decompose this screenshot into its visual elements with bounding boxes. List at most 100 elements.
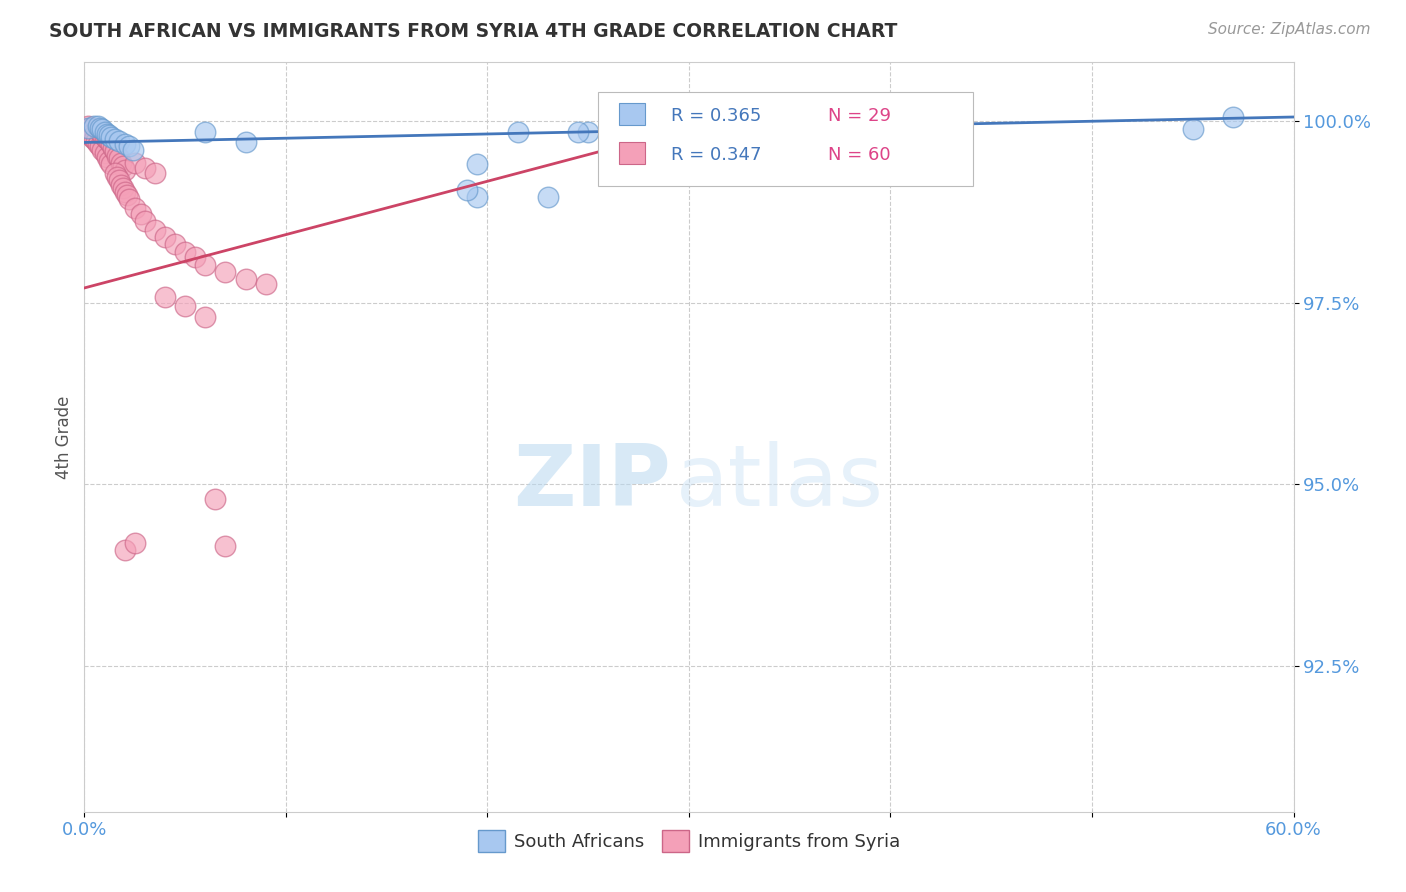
Point (104, 144, 127, 158)
Point (194, 310, 217, 324)
Point (87, 120, 110, 134)
Point (93, 129, 115, 144)
Point (129, 207, 152, 221)
Point (110, 178, 132, 192)
Point (124, 535, 146, 549)
Point (100, 157, 122, 171)
Point (576, 124, 599, 138)
Point (124, 156, 146, 170)
Point (79, 120, 101, 135)
Point (87, 136, 110, 151)
Point (174, 299, 197, 313)
Point (105, 148, 128, 162)
Point (467, 190, 489, 204)
Point (718, 128, 741, 143)
Point (89, 139, 111, 153)
Point (830, 124, 852, 138)
Point (194, 124, 217, 138)
Point (96, 127, 118, 141)
Point (114, 163, 136, 178)
Point (87, 122, 110, 136)
Point (124, 201, 146, 215)
Text: N = 60: N = 60 (828, 145, 890, 163)
Point (134, 161, 156, 175)
Text: atlas: atlas (676, 441, 883, 524)
Point (1222, 110, 1244, 124)
Point (97, 153, 120, 168)
Point (91, 143, 114, 157)
Point (82, 129, 104, 144)
Point (114, 542, 136, 557)
Point (104, 166, 127, 180)
Point (100, 129, 122, 144)
Point (1181, 122, 1204, 136)
Point (134, 214, 156, 228)
Point (104, 132, 127, 146)
Point (97, 128, 120, 143)
Point (114, 185, 136, 199)
Point (859, 120, 882, 135)
Point (204, 491, 226, 506)
Text: R = 0.347: R = 0.347 (671, 145, 761, 163)
Bar (619, 103, 645, 125)
Point (214, 265, 236, 279)
Point (114, 136, 136, 151)
Point (184, 251, 207, 265)
Point (165, 237, 187, 252)
Legend: South Africans, Immigrants from Syria: South Africans, Immigrants from Syria (471, 822, 907, 859)
Y-axis label: 4th Grade: 4th Grade (55, 395, 73, 479)
Point (115, 187, 138, 202)
Point (110, 156, 132, 170)
Point (567, 124, 589, 138)
Text: R = 0.365: R = 0.365 (671, 107, 761, 125)
Point (537, 190, 560, 204)
Point (96, 132, 118, 146)
Point (83, 132, 105, 146)
Point (105, 170, 128, 185)
Point (77, 120, 100, 135)
Text: N = 29: N = 29 (828, 107, 891, 125)
Point (83, 120, 105, 134)
Point (153, 290, 176, 304)
Point (100, 136, 122, 151)
Point (506, 124, 529, 138)
Point (617, 124, 640, 138)
Point (96, 150, 118, 164)
Point (467, 157, 489, 171)
Point (121, 143, 143, 157)
Point (456, 183, 478, 197)
Text: Source: ZipAtlas.com: Source: ZipAtlas.com (1208, 22, 1371, 37)
Point (86, 127, 108, 141)
Point (111, 159, 134, 173)
Point (83, 124, 105, 138)
Point (89, 124, 111, 138)
Point (91, 122, 114, 136)
Point (194, 258, 217, 272)
Point (214, 539, 236, 553)
Point (77, 120, 100, 134)
Text: ZIP: ZIP (513, 441, 671, 524)
Point (118, 192, 141, 206)
Point (79, 128, 101, 143)
Point (91, 127, 114, 141)
Point (93, 146, 115, 161)
Point (235, 272, 257, 286)
Point (82, 122, 104, 136)
FancyBboxPatch shape (599, 93, 973, 186)
Point (143, 223, 166, 237)
Point (143, 166, 166, 180)
Point (93, 124, 115, 138)
Point (101, 141, 124, 155)
Point (235, 136, 257, 150)
Point (86, 134, 108, 148)
Point (97, 134, 120, 148)
Point (107, 173, 129, 187)
Point (254, 277, 277, 292)
Point (89, 120, 111, 135)
Text: SOUTH AFRICAN VS IMMIGRANTS FROM SYRIA 4TH GRADE CORRELATION CHART: SOUTH AFRICAN VS IMMIGRANTS FROM SYRIA 4… (49, 22, 897, 41)
Bar (619, 142, 645, 163)
Point (153, 230, 176, 244)
Point (111, 180, 134, 194)
Point (107, 152, 129, 166)
Point (174, 244, 197, 259)
